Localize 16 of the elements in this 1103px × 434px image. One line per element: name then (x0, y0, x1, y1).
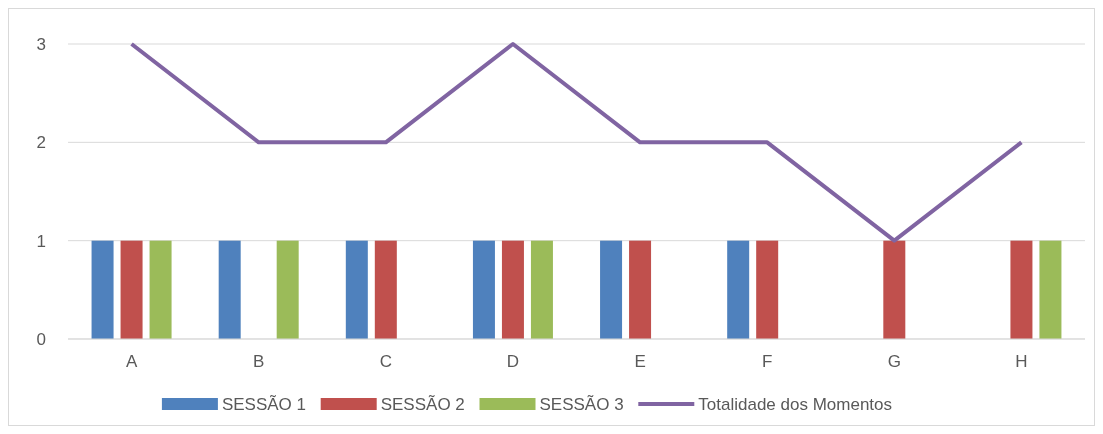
x-tick-label: A (125, 352, 138, 371)
legend-label: SESSÃO 1 (221, 394, 307, 414)
x-tick-label: G (887, 352, 901, 371)
y-tick-label: 1 (36, 231, 46, 251)
x-tick-label: H (1015, 352, 1028, 371)
legend-label: SESSÃO 2 (380, 394, 465, 414)
legend-label: Totalidade dos Momentos (698, 394, 893, 414)
y-tick-label: 2 (36, 133, 46, 153)
x-tick-label: B (253, 352, 265, 371)
x-tick-label: C (379, 352, 392, 371)
x-tick-label: D (506, 352, 520, 371)
x-tick-label: F (761, 352, 773, 371)
legend-label: SESSÃO 3 (539, 394, 624, 414)
y-tick-label: 3 (36, 34, 46, 54)
x-tick-label: E (634, 352, 646, 371)
y-tick-label: 0 (36, 329, 46, 349)
